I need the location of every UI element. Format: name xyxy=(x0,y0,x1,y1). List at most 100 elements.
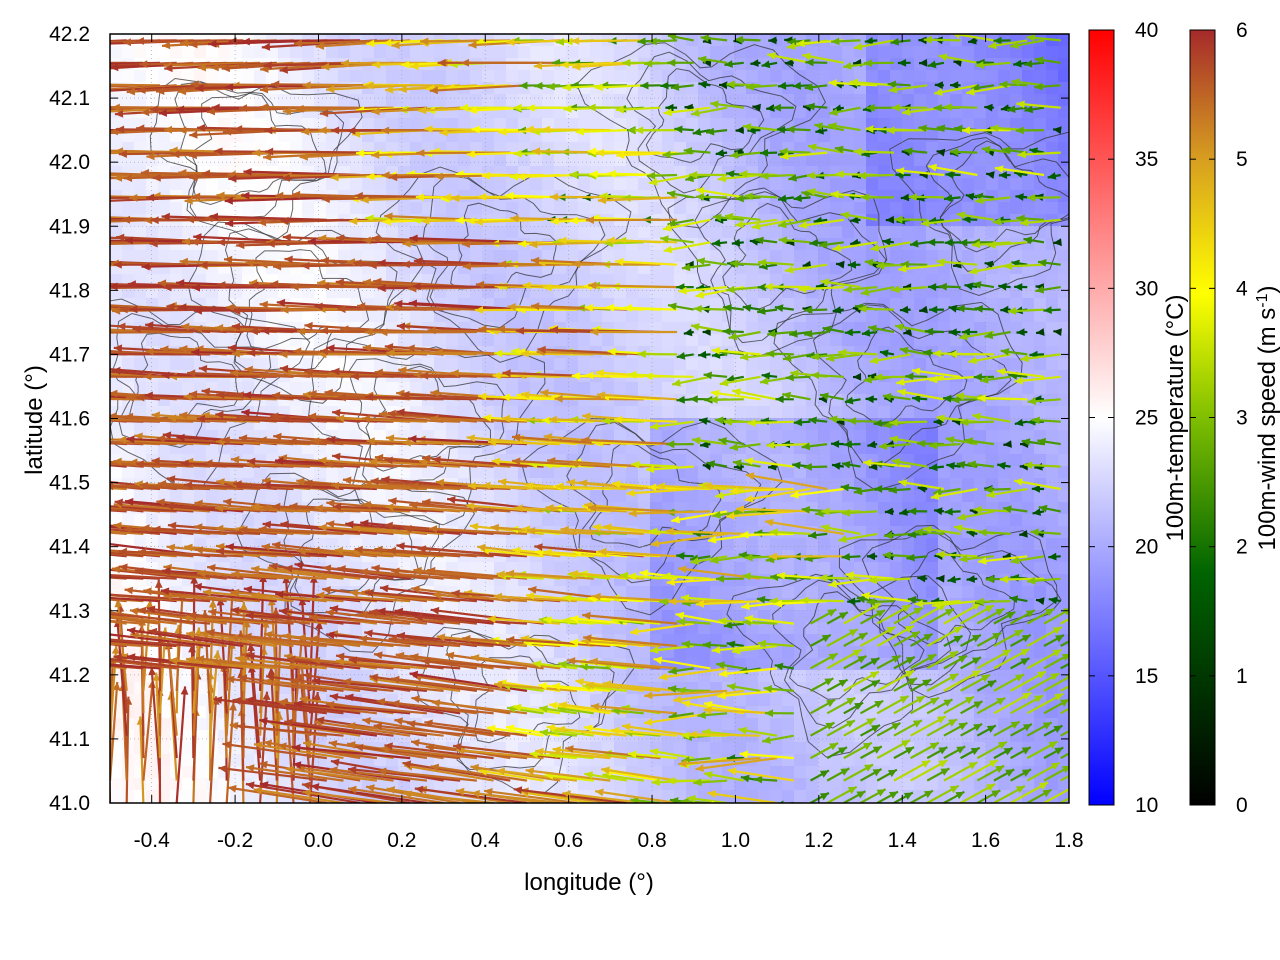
temperature-cell xyxy=(734,310,747,323)
temperature-cell xyxy=(674,334,687,347)
temperature-cell xyxy=(926,502,939,515)
temperature-cell xyxy=(902,130,915,143)
temperature-cell xyxy=(206,130,219,143)
temperature-cell xyxy=(326,154,339,167)
temperature-cell xyxy=(182,202,195,215)
temperature-cell xyxy=(122,250,135,263)
temperature-cell xyxy=(458,154,471,167)
temperature-cell xyxy=(494,334,507,347)
temperature-cell xyxy=(554,490,567,503)
temperature-cell xyxy=(902,802,915,803)
temperature-cell xyxy=(758,406,771,419)
temperature-cell xyxy=(506,490,519,503)
temperature-cell xyxy=(482,694,495,707)
temperature-cell xyxy=(158,490,171,503)
temperature-cell xyxy=(806,514,819,527)
temperature-cell xyxy=(878,226,891,239)
temperature-cell xyxy=(266,442,279,455)
temperature-cell xyxy=(1022,346,1035,359)
temperature-cell xyxy=(866,382,879,395)
temperature-cell xyxy=(1010,406,1023,419)
temperature-cell xyxy=(266,358,279,371)
temperature-cell xyxy=(902,202,915,215)
temperature-cell xyxy=(818,538,831,551)
temperature-cell xyxy=(782,274,795,287)
temperature-cell xyxy=(194,202,207,215)
temperature-cell xyxy=(398,70,411,83)
temperature-cell xyxy=(878,274,891,287)
temperature-cell xyxy=(770,382,783,395)
temperature-cell xyxy=(650,70,663,83)
temperature-cell xyxy=(1022,202,1035,215)
temperature-cell xyxy=(842,802,855,803)
temperature-cell xyxy=(962,178,975,191)
temperature-cell xyxy=(734,406,747,419)
temperature-cell xyxy=(578,802,591,803)
temperature-cell xyxy=(710,46,723,59)
temperature-cell xyxy=(542,226,555,239)
temperature-cell xyxy=(602,178,615,191)
temperature-cell xyxy=(362,154,375,167)
temperature-cell xyxy=(146,382,159,395)
temperature-cell xyxy=(338,358,351,371)
temperature-cell xyxy=(974,166,987,179)
temperature-cell xyxy=(1010,466,1023,479)
temperature-cell xyxy=(602,202,615,215)
temperature-cell xyxy=(410,118,423,131)
temperature-cell xyxy=(902,250,915,263)
temperature-cell xyxy=(758,358,771,371)
temperature-cell xyxy=(314,538,327,551)
temperature-cell xyxy=(770,310,783,323)
temperature-cell xyxy=(734,94,747,107)
temperature-cell xyxy=(770,250,783,263)
temperature-cell xyxy=(542,514,555,527)
temperature-cell xyxy=(302,202,315,215)
temperature-cell xyxy=(914,538,927,551)
temperature-cell xyxy=(782,70,795,83)
temperature-cell xyxy=(938,70,951,83)
temperature-cell xyxy=(470,70,483,83)
temperature-cell xyxy=(650,586,663,599)
temperature-cell xyxy=(158,754,171,767)
temperature-cell xyxy=(374,178,387,191)
temperature-cell xyxy=(290,490,303,503)
temperature-cell xyxy=(926,178,939,191)
temperature-cell xyxy=(938,382,951,395)
temperature-cell xyxy=(590,358,603,371)
temperature-cell xyxy=(470,334,483,347)
temperature-cell xyxy=(518,358,531,371)
temperature-cell xyxy=(590,802,603,803)
temperature-cell xyxy=(146,226,159,239)
temperature-cell xyxy=(146,202,159,215)
temperature-cell xyxy=(986,514,999,527)
temperature-cell xyxy=(578,334,591,347)
temperature-cell xyxy=(614,406,627,419)
temperature-cell xyxy=(566,646,579,659)
temperature-cell xyxy=(902,514,915,527)
temperature-cell xyxy=(446,466,459,479)
temperature-cell xyxy=(986,226,999,239)
temperature-cell xyxy=(494,646,507,659)
temperature-cell xyxy=(374,70,387,83)
temperature-cell xyxy=(854,94,867,107)
temperature-cell xyxy=(422,466,435,479)
temperature-cell xyxy=(782,682,795,695)
temperature-cell xyxy=(974,490,987,503)
temperature-cell xyxy=(1022,334,1035,347)
temperature-cell xyxy=(350,802,363,803)
temperature-cell xyxy=(926,94,939,107)
temperature-cell xyxy=(890,250,903,263)
temperature-cell xyxy=(230,466,243,479)
temperature-cell xyxy=(326,538,339,551)
temperature-cell xyxy=(338,250,351,263)
temperature-cell xyxy=(686,454,699,467)
temperature-cell xyxy=(710,70,723,83)
temperature-cell xyxy=(338,46,351,59)
temperature-cell xyxy=(662,166,675,179)
temperature-cell xyxy=(626,802,639,803)
temperature-cell xyxy=(134,790,147,803)
temperature-cell xyxy=(890,466,903,479)
temperature-cell xyxy=(458,94,471,107)
temperature-cell xyxy=(482,310,495,323)
temperature-cell xyxy=(590,238,603,251)
